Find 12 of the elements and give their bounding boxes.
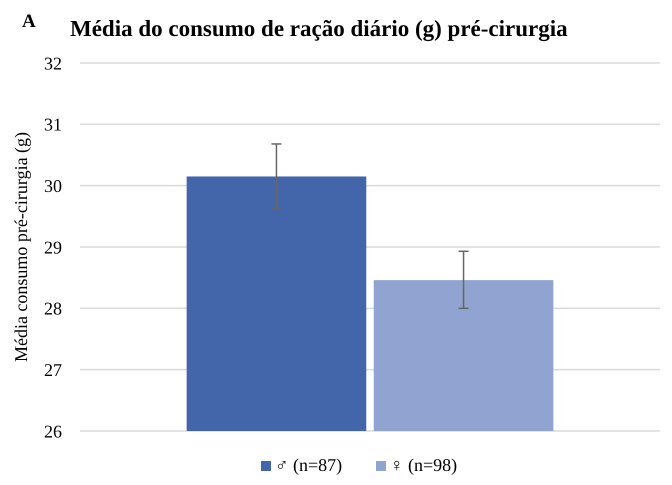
y-tick-label: 32: [44, 53, 62, 74]
text: A: [22, 11, 36, 32]
y-tick-label: 27: [44, 360, 62, 380]
y-tick-label: 31: [44, 114, 62, 135]
legend-label: ♀ (n=98): [390, 455, 458, 475]
y-axis-title: Média consumo pré-cirurgia (g): [11, 132, 31, 362]
y-tick-label: 26: [44, 421, 62, 442]
y-tick-label: 29: [44, 237, 62, 258]
chart-title: Média do consumo de ração diário (g) pré-cirurgia: [70, 16, 568, 42]
legend-label: ♂ (n=87): [275, 455, 342, 475]
y-tick-label: 30: [44, 176, 62, 196]
y-tick-label: 28: [44, 298, 62, 319]
